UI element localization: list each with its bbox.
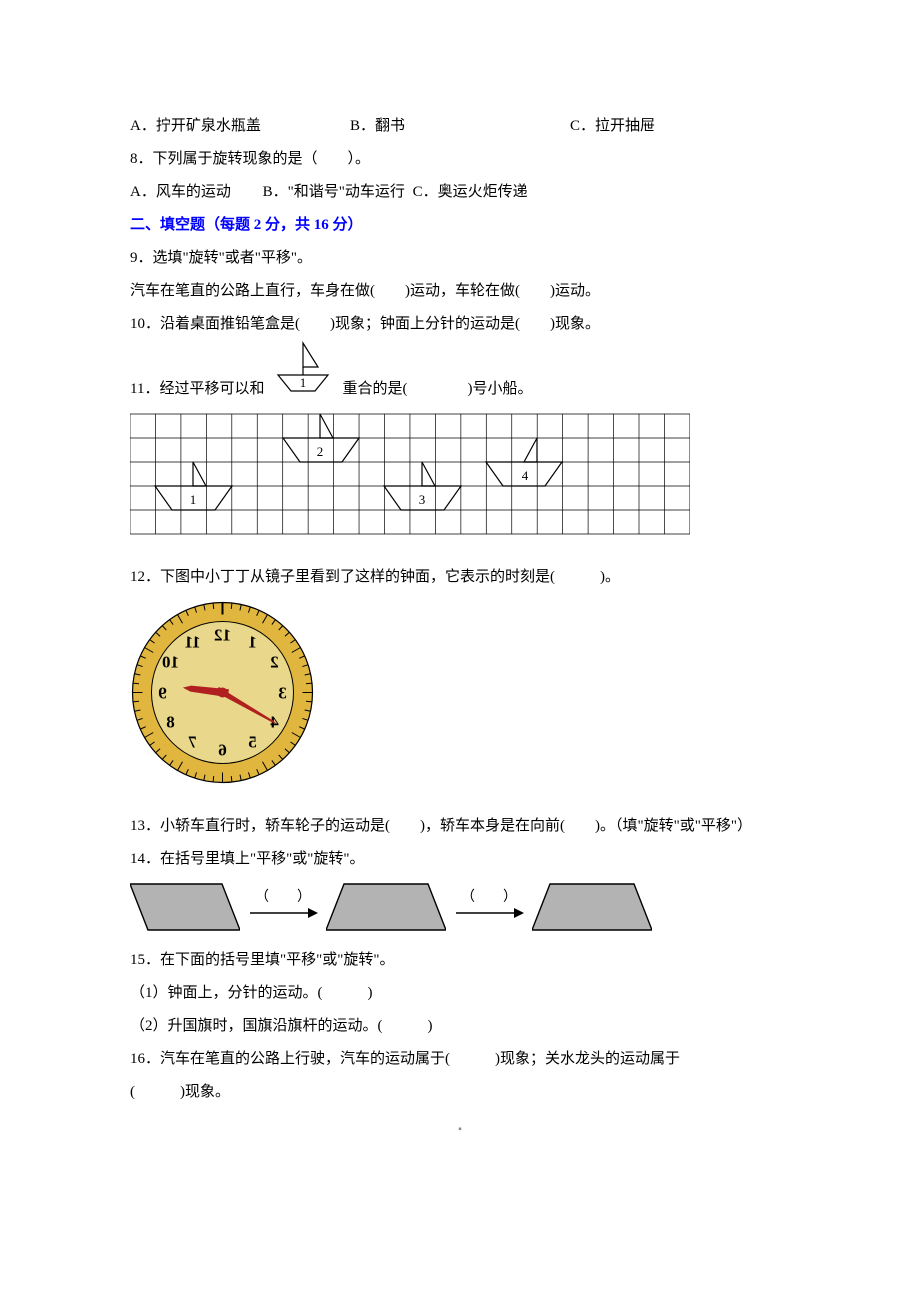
svg-text:2: 2 bbox=[317, 444, 324, 459]
q8-option-b: B．"和谐号"动车运行 bbox=[263, 184, 405, 200]
arrow-2-blank: （ ） bbox=[454, 890, 524, 905]
svg-text:2: 2 bbox=[270, 653, 279, 672]
q10: 10．沿着桌面推铅笔盒是( )现象；钟面上分针的运动是( )现象。 bbox=[130, 308, 790, 341]
svg-text:11: 11 bbox=[184, 633, 200, 652]
q16-line2: ( )现象。 bbox=[130, 1076, 790, 1109]
q13: 13．小轿车直行时，轿车轮子的运动是( )，轿车本身是在向前( )。（填"旋转"… bbox=[130, 810, 790, 843]
svg-text:12: 12 bbox=[214, 626, 231, 645]
grid-boat-4: 4 bbox=[486, 438, 562, 486]
q8-options: A．风车的运动 B．"和谐号"动车运行 C．奥运火炬传递 bbox=[130, 176, 790, 209]
q15-stem: 15．在下面的括号里填"平移"或"旋转"。 bbox=[130, 944, 790, 977]
q16-line1: 16．汽车在笔直的公路上行驶，汽车的运动属于( )现象；关水龙头的运动属于 bbox=[130, 1043, 790, 1076]
footer-dot: ▪ bbox=[130, 1119, 790, 1141]
arrow-right-icon bbox=[248, 906, 318, 920]
svg-text:3: 3 bbox=[419, 492, 426, 507]
arrow-1-blank: （ ） bbox=[248, 890, 318, 905]
svg-text:1: 1 bbox=[190, 492, 197, 507]
boat-icon: 1 bbox=[268, 341, 338, 406]
q14-stem: 14．在括号里填上"平移"或"旋转"。 bbox=[130, 843, 790, 876]
q9-line2: 汽车在笔直的公路上直行，车身在做( )运动，车轮在做( )运动。 bbox=[130, 275, 790, 308]
svg-text:6: 6 bbox=[218, 741, 227, 760]
trapezoid-2-icon bbox=[326, 882, 446, 932]
grid-boat-1: 1 bbox=[155, 462, 232, 510]
q8-option-a: A．风车的运动 bbox=[130, 184, 231, 200]
q11-prefix: 11．经过平移可以和 bbox=[130, 373, 264, 406]
q9-line1: 9．选填"旋转"或者"平移"。 bbox=[130, 242, 790, 275]
grid-boat-3: 3 bbox=[384, 462, 461, 510]
q11-row: 11．经过平移可以和 1 重合的是( )号小船。 bbox=[130, 341, 790, 406]
q11-suffix: 重合的是( )号小船。 bbox=[342, 373, 532, 406]
svg-text:1: 1 bbox=[300, 375, 307, 390]
q8-option-c: C．奥运火炬传递 bbox=[413, 184, 528, 200]
q15-sub1: （1）钟面上，分针的运动。( ) bbox=[130, 977, 790, 1010]
svg-text:9: 9 bbox=[158, 684, 167, 703]
q15-sub2: （2）升国旗时，国旗沿旗杆的运动。( ) bbox=[130, 1010, 790, 1043]
q7-option-c: C．拉开抽屉 bbox=[570, 110, 790, 143]
q7-option-a: A．拧开矿泉水瓶盖 bbox=[130, 110, 350, 143]
q8-stem: 8．下列属于旋转现象的是（ ）。 bbox=[130, 143, 790, 176]
q14-figure-row: （ ） （ ） bbox=[130, 882, 790, 932]
trapezoid-1-icon bbox=[130, 882, 240, 932]
q7-option-b: B．翻书 bbox=[350, 110, 570, 143]
exam-page: A．拧开矿泉水瓶盖 B．翻书 C．拉开抽屉 8．下列属于旋转现象的是（ ）。 A… bbox=[0, 0, 920, 1201]
svg-text:8: 8 bbox=[166, 713, 175, 732]
q7-options: A．拧开矿泉水瓶盖 B．翻书 C．拉开抽屉 bbox=[130, 110, 790, 143]
svg-text:1: 1 bbox=[248, 633, 257, 652]
q12-clock: 12 1 2 3 4 5 6 7 8 9 10 11 bbox=[130, 600, 790, 798]
arrow-right-icon bbox=[454, 906, 524, 920]
svg-text:3: 3 bbox=[278, 684, 287, 703]
section-2-heading: 二、填空题（每题 2 分，共 16 分） bbox=[130, 209, 790, 242]
grid-boat-2: 2 bbox=[283, 414, 359, 462]
svg-text:5: 5 bbox=[248, 733, 257, 752]
svg-text:10: 10 bbox=[162, 653, 179, 672]
arrow-2: （ ） bbox=[454, 890, 524, 924]
arrow-1: （ ） bbox=[248, 890, 318, 924]
svg-text:4: 4 bbox=[522, 468, 529, 483]
trapezoid-3-icon bbox=[532, 882, 652, 932]
q12-stem: 12．下图中小丁丁从镜子里看到了这样的钟面，它表示的时刻是( )。 bbox=[130, 561, 790, 594]
q11-grid: 1 2 3 4 bbox=[130, 412, 790, 549]
svg-text:7: 7 bbox=[188, 733, 197, 752]
